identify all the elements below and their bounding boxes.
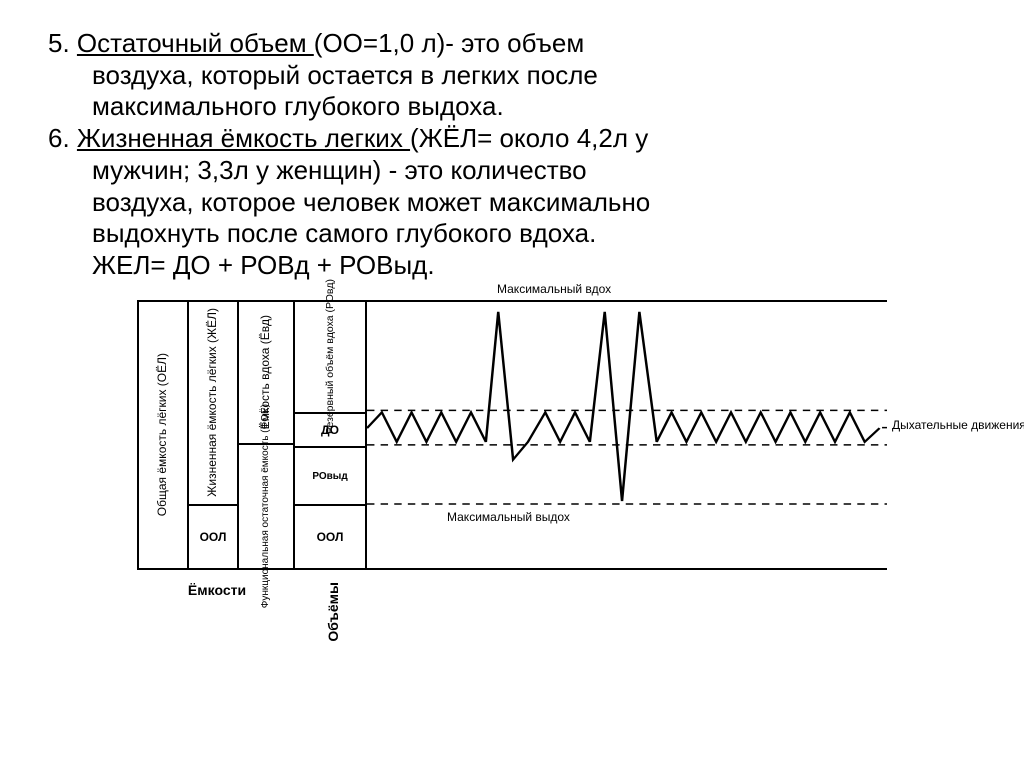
- item6-line4: выдохнуть после самого глубокого вдоха.: [48, 218, 976, 250]
- item6-line2: мужчин; 3,3л у женщин) - это количество: [48, 155, 976, 187]
- spirogram-chart: Максимальный выдох: [367, 302, 887, 568]
- label-max-inhale: Максимальный вдох: [497, 282, 611, 296]
- definitions-block: 5. Остаточный объем (ОО=1,0 л)- это объе…: [48, 28, 976, 282]
- item5-rest1: (ОО=1,0 л)- это объем: [314, 28, 584, 58]
- col-evd-foe: Ёмкость вдоха (Ёвд) Функциональная остат…: [239, 302, 295, 568]
- col-oel: Общая ёмкость лёгких (ОЁЛ): [139, 302, 189, 568]
- label-breathing-movements: Дыхательные движения: [892, 418, 987, 432]
- item6-line5: ЖЕЛ= ДО + РОВд + РОВыд.: [48, 250, 976, 282]
- item-6: 6. Жизненная ёмкость легких (ЖЁЛ= около …: [48, 123, 976, 282]
- item6-line3: воздуха, которое человек может максималь…: [48, 187, 976, 219]
- item5-line3: максимального глубокого выдоха.: [48, 91, 976, 123]
- col4-rovyd: РОвыд: [312, 471, 347, 482]
- item6-rest1: (ЖЁЛ= около 4,2л у: [410, 123, 648, 153]
- col2-bot-label: ООЛ: [200, 530, 227, 544]
- col1-label: Общая ёмкость лёгких (ОЁЛ): [156, 353, 170, 516]
- label-max-exhale: Максимальный выдох: [447, 510, 570, 524]
- col4-do: ДО: [321, 423, 339, 437]
- spirogram-svg: [367, 302, 887, 568]
- col3-bot-label: Функциональная остаточная ёмкость (ФОЁ): [260, 404, 272, 608]
- item-5: 5. Остаточный объем (ОО=1,0 л)- это объе…: [48, 28, 976, 123]
- diagram-frame: Общая ёмкость лёгких (ОЁЛ) Жизненная ёмк…: [137, 300, 887, 570]
- bottom-label-capacities: Ёмкости: [137, 582, 297, 642]
- spirogram-diagram: Максимальный вдох Общая ёмкость лёгких (…: [137, 300, 887, 570]
- col4-ool: ООЛ: [317, 530, 344, 544]
- item6-num: 6.: [48, 123, 77, 153]
- col-volumes: Резервный объём вдоха (РОвд) ДО РОвыд ОО…: [295, 302, 367, 568]
- item5-num: 5.: [48, 28, 77, 58]
- item6-term: Жизненная ёмкость легких: [77, 123, 410, 153]
- bottom-label-volumes: Объёмы: [325, 582, 341, 642]
- item5-term: Остаточный объем: [77, 28, 314, 58]
- item5-line2: воздуха, который остается в легких после: [48, 60, 976, 92]
- capacity-columns: Общая ёмкость лёгких (ОЁЛ) Жизненная ёмк…: [139, 302, 367, 568]
- col-zhel: Жизненная ёмкость лёгких (ЖЁЛ) ООЛ: [189, 302, 239, 568]
- col2-top-label: Жизненная ёмкость лёгких (ЖЁЛ): [206, 308, 220, 497]
